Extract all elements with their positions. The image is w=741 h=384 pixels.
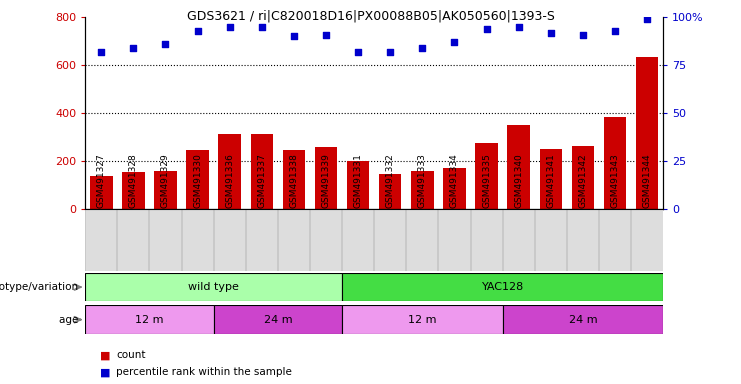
Text: 24 m: 24 m xyxy=(264,314,292,325)
Point xyxy=(513,24,525,30)
Point xyxy=(416,45,428,51)
Bar xyxy=(342,273,663,301)
Bar xyxy=(219,134,241,209)
Point xyxy=(609,28,621,34)
Bar xyxy=(85,273,342,301)
Point xyxy=(352,49,364,55)
Point xyxy=(385,49,396,55)
Point xyxy=(641,16,653,22)
Point xyxy=(127,45,139,51)
Point xyxy=(224,24,236,30)
Bar xyxy=(250,134,273,209)
Point xyxy=(545,30,556,36)
Point xyxy=(448,39,460,45)
Point xyxy=(288,33,300,40)
Bar xyxy=(379,174,402,209)
Text: age: age xyxy=(59,314,82,325)
Bar xyxy=(315,147,337,209)
Text: YAC128: YAC128 xyxy=(482,282,524,292)
Text: genotype/variation: genotype/variation xyxy=(0,282,82,292)
Bar xyxy=(443,169,465,209)
Bar xyxy=(476,143,498,209)
Bar xyxy=(90,176,113,209)
Bar xyxy=(604,117,626,209)
Bar xyxy=(502,305,663,334)
Bar xyxy=(213,305,342,334)
Text: wild type: wild type xyxy=(188,282,239,292)
Text: GDS3621 / ri|C820018D16|PX00088B05|AK050560|1393-S: GDS3621 / ri|C820018D16|PX00088B05|AK050… xyxy=(187,10,554,23)
Text: percentile rank within the sample: percentile rank within the sample xyxy=(116,367,292,377)
Text: ■: ■ xyxy=(100,367,114,377)
Text: 12 m: 12 m xyxy=(408,314,436,325)
Text: ■: ■ xyxy=(100,350,114,360)
Bar xyxy=(347,161,369,209)
Bar xyxy=(636,57,658,209)
Bar xyxy=(122,172,144,209)
Bar xyxy=(539,149,562,209)
Text: count: count xyxy=(116,350,146,360)
Point xyxy=(577,31,589,38)
Bar xyxy=(187,151,209,209)
Bar xyxy=(283,151,305,209)
Bar xyxy=(508,125,530,209)
Point xyxy=(96,49,107,55)
Point xyxy=(192,28,204,34)
Bar xyxy=(411,171,433,209)
Text: 24 m: 24 m xyxy=(568,314,597,325)
Bar xyxy=(85,305,213,334)
Bar xyxy=(154,171,176,209)
Point xyxy=(481,26,493,32)
Point xyxy=(159,41,171,47)
Text: 12 m: 12 m xyxy=(135,314,164,325)
Bar xyxy=(572,146,594,209)
Point xyxy=(320,31,332,38)
Bar xyxy=(342,305,502,334)
Point xyxy=(256,24,268,30)
